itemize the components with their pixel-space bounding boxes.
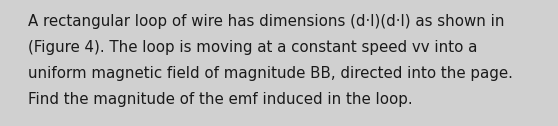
Text: A rectangular loop of wire has dimensions (d·l)(d·l) as shown in: A rectangular loop of wire has dimension…: [28, 14, 504, 29]
Text: (Figure 4). The loop is moving at a constant speed vv into a: (Figure 4). The loop is moving at a cons…: [28, 40, 478, 55]
Text: Find the magnitude of the emf induced in the loop.: Find the magnitude of the emf induced in…: [28, 92, 412, 107]
Text: uniform magnetic field of magnitude BB, directed into the page.: uniform magnetic field of magnitude BB, …: [28, 66, 513, 81]
